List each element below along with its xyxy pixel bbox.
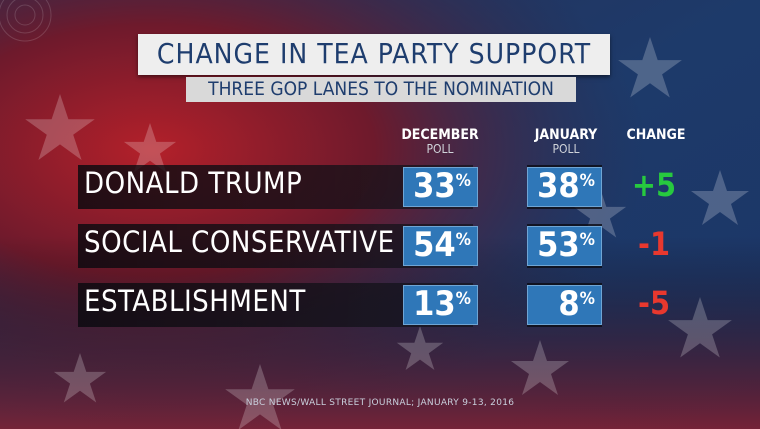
january-value-number: 53 xyxy=(537,225,580,265)
december-value: 33% xyxy=(413,166,471,206)
december-value: 13% xyxy=(413,284,471,324)
column-header-january-main: JANUARY xyxy=(534,127,598,143)
percent-sign: % xyxy=(455,230,471,250)
column-header-change-main: CHANGE xyxy=(626,127,686,143)
january-value: 53% xyxy=(537,225,595,265)
january-value-number: 38 xyxy=(537,166,580,206)
title-banner: CHANGE IN TEA PARTY SUPPORT xyxy=(138,34,610,75)
december-value-box: 13% xyxy=(403,284,478,325)
column-header-january: JANUARY POLL xyxy=(506,127,626,155)
column-header-december-sub: POLL xyxy=(426,142,454,156)
row-label: SOCIAL CONSERVATIVE xyxy=(84,225,395,259)
chart-title: CHANGE IN TEA PARTY SUPPORT xyxy=(156,37,592,70)
percent-sign: % xyxy=(455,171,471,191)
january-value-box: 8% xyxy=(527,284,602,325)
january-value-number: 8 xyxy=(558,284,580,324)
change-value: -5 xyxy=(638,284,670,322)
column-header-change: CHANGE xyxy=(596,127,716,143)
column-header-december-main: DECEMBER xyxy=(401,127,479,143)
subtitle-banner: THREE GOP LANES TO THE NOMINATION xyxy=(186,77,576,102)
percent-sign: % xyxy=(579,230,595,250)
january-value-box: 53% xyxy=(527,225,602,266)
december-value-box: 33% xyxy=(403,166,478,207)
december-value-number: 33 xyxy=(413,166,456,206)
december-value: 54% xyxy=(413,225,471,265)
source-note: NBC NEWS/WALL STREET JOURNAL; JANUARY 9-… xyxy=(245,398,515,408)
december-value-number: 13 xyxy=(413,284,456,324)
december-value-number: 54 xyxy=(413,225,456,265)
percent-sign: % xyxy=(455,289,471,309)
december-value-box: 54% xyxy=(403,225,478,266)
chart-subtitle: THREE GOP LANES TO THE NOMINATION xyxy=(208,78,554,100)
change-value: -1 xyxy=(638,225,670,263)
january-value: 8% xyxy=(558,284,595,324)
january-value: 38% xyxy=(537,166,595,206)
column-header-january-sub: POLL xyxy=(552,142,580,156)
january-value-box: 38% xyxy=(527,166,602,207)
percent-sign: % xyxy=(579,289,595,309)
row-label: ESTABLISHMENT xyxy=(84,284,306,318)
row-label: DONALD TRUMP xyxy=(84,166,303,200)
percent-sign: % xyxy=(579,171,595,191)
change-value: +5 xyxy=(631,166,677,204)
column-header-december: DECEMBER POLL xyxy=(380,127,500,155)
